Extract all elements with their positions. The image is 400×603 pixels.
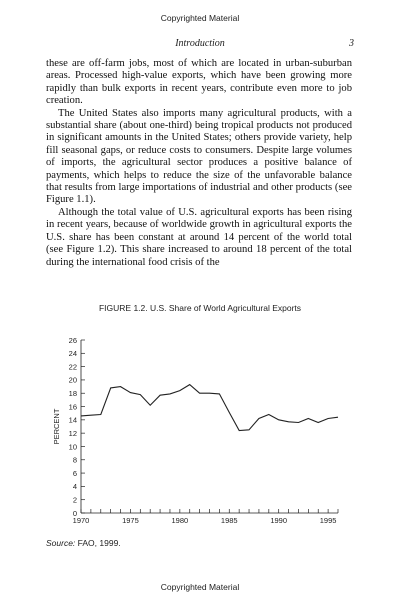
- x-tick-label: 1980: [172, 516, 189, 525]
- figure-caption: FIGURE 1.2. U.S. Share of World Agricult…: [98, 303, 302, 313]
- y-tick-label: 20: [69, 376, 77, 385]
- paragraph: these are off-farm jobs, most of which a…: [46, 58, 352, 107]
- y-tick-label: 10: [69, 442, 77, 451]
- y-tick-label: 14: [69, 416, 77, 425]
- figure-source: Source: FAO, 1999.: [46, 538, 121, 548]
- series-line: [80, 383, 339, 432]
- copyright-footer: Copyrighted Material: [160, 582, 240, 592]
- y-tick-label: 24: [69, 349, 77, 358]
- y-tick-label: 22: [69, 362, 77, 371]
- y-tick-label: 6: [73, 469, 77, 478]
- copyright-header: Copyrighted Material: [160, 13, 240, 23]
- x-tick-label: 1990: [270, 516, 287, 525]
- y-axis-label: PERCENT: [52, 408, 61, 444]
- paragraph: Although the total value of U.S. agricul…: [46, 206, 352, 268]
- x-tick-label: 1995: [320, 516, 337, 525]
- y-tick-label: 8: [73, 456, 77, 465]
- source-text: FAO, 1999.: [75, 538, 121, 548]
- x-tick-label: 1985: [221, 516, 238, 525]
- y-tick-label: 18: [69, 389, 77, 398]
- y-tick-label: 2: [73, 495, 77, 504]
- page-number: 3: [349, 38, 354, 49]
- source-label: Source:: [46, 538, 76, 548]
- x-tick-label: 1970: [73, 516, 90, 525]
- y-tick-label: 4: [73, 482, 77, 491]
- y-tick-label: 0: [73, 509, 77, 518]
- y-tick-label: 16: [69, 402, 77, 411]
- x-tick-label: 1975: [122, 516, 139, 525]
- y-tick-label: 12: [69, 429, 77, 438]
- chapter-title: Introduction: [175, 38, 225, 49]
- body-text: these are off-farm jobs, most of which a…: [46, 58, 352, 269]
- y-tick-label: 26: [69, 336, 77, 345]
- paragraph: The United States also imports many agri…: [46, 107, 352, 206]
